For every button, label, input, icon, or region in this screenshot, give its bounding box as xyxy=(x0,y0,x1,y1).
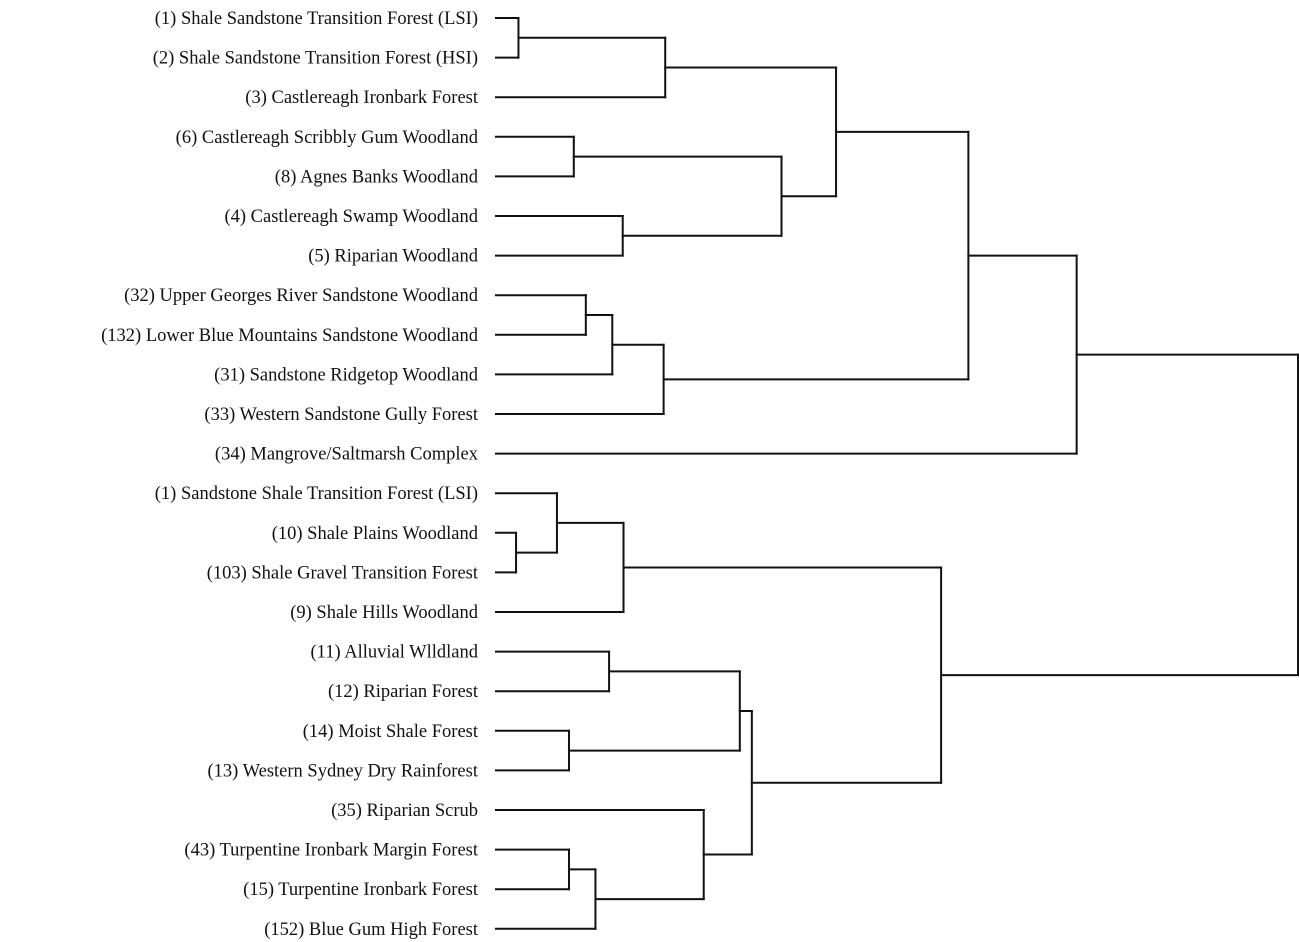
leaf-label: (11) Alluvial Wlldland xyxy=(310,643,478,663)
leaf-label: (1) Sandstone Shale Transition Forest (L… xyxy=(155,484,478,504)
leaf-label: (31) Sandstone Ridgetop Woodland xyxy=(214,365,479,385)
cluster-links xyxy=(495,17,1299,930)
leaf-label: (6) Castlereagh Scribbly Gum Woodland xyxy=(176,128,479,148)
leaf-label: (13) Western Sydney Dry Rainforest xyxy=(208,761,479,781)
leaf-label: (103) Shale Gravel Transition Forest xyxy=(207,563,479,583)
leaf-label: (32) Upper Georges River Sandstone Woodl… xyxy=(124,286,479,306)
leaf-labels: (1) Shale Sandstone Transition Forest (L… xyxy=(101,9,479,940)
leaf-label: (4) Castlereagh Swamp Woodland xyxy=(224,207,478,227)
leaf-label: (1) Shale Sandstone Transition Forest (L… xyxy=(155,9,478,29)
leaf-label: (33) Western Sandstone Gully Forest xyxy=(204,405,478,425)
leaf-label: (10) Shale Plains Woodland xyxy=(272,524,479,544)
leaf-label: (152) Blue Gum High Forest xyxy=(264,920,479,940)
leaf-label: (132) Lower Blue Mountains Sandstone Woo… xyxy=(101,326,479,346)
leaf-label: (14) Moist Shale Forest xyxy=(303,722,479,742)
leaf-label: (5) Riparian Woodland xyxy=(308,247,479,267)
leaf-label: (3) Castlereagh Ironbark Forest xyxy=(245,88,479,108)
leaf-label: (9) Shale Hills Woodland xyxy=(290,603,479,623)
leaf-label: (35) Riparian Scrub xyxy=(331,801,478,821)
leaf-label: (2) Shale Sandstone Transition Forest (H… xyxy=(153,49,478,69)
leaf-label: (8) Agnes Banks Woodland xyxy=(275,167,479,187)
leaf-label: (15) Turpentine Ironbark Forest xyxy=(243,880,479,900)
leaf-label: (12) Riparian Forest xyxy=(328,682,479,702)
leaf-label: (34) Mangrove/Saltmarsh Complex xyxy=(215,445,479,465)
leaf-label: (43) Turpentine Ironbark Margin Forest xyxy=(184,841,478,861)
